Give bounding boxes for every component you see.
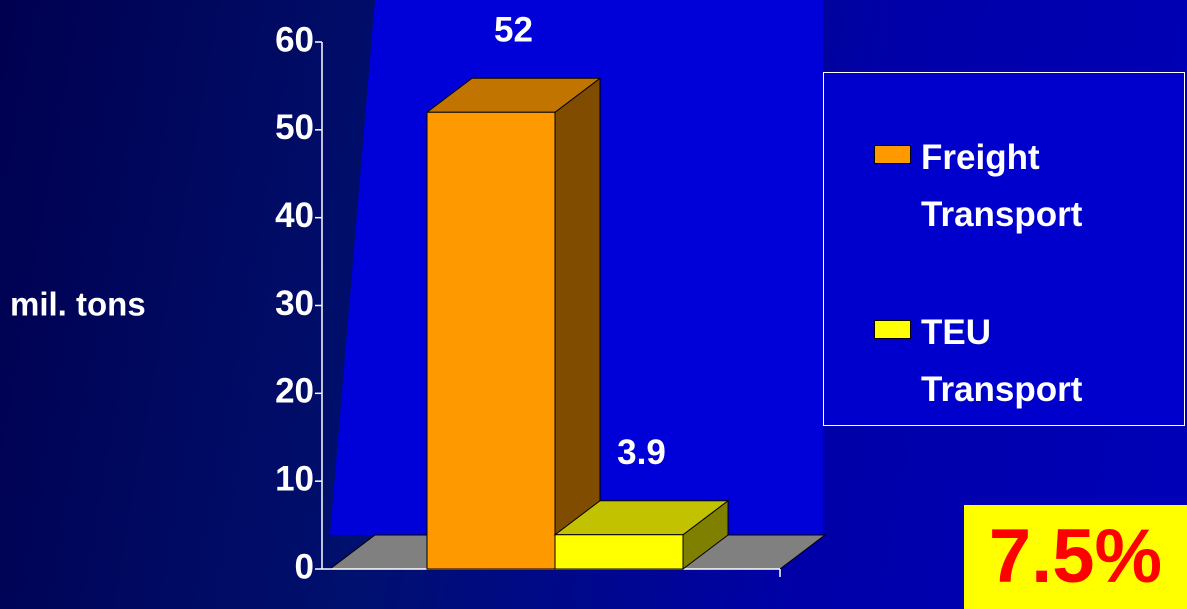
bar [426,111,556,570]
bar [554,534,684,570]
annotation: 7.5% [964,505,1187,609]
value-label: 3.9 [617,433,666,472]
legend-label: TEU Transport [921,313,1083,409]
y-tick-label: 0 [295,547,314,586]
y-tick-label: 60 [275,20,314,59]
y-tick-label: 50 [275,108,314,147]
legend-swatch [874,320,911,339]
y-tick-label: 40 [275,196,314,235]
legend-label: Freight Transport [921,138,1083,234]
bar-side [554,77,601,571]
legend-swatch [874,145,911,164]
legend: Freight Transport TEU Transport [823,72,1185,426]
y-tick-label: 20 [275,372,314,411]
value-label: 52 [494,11,533,50]
y-axis-label: mil. tons [10,286,146,323]
y-tick-label: 30 [275,284,314,323]
y-tick-label: 10 [275,459,314,498]
